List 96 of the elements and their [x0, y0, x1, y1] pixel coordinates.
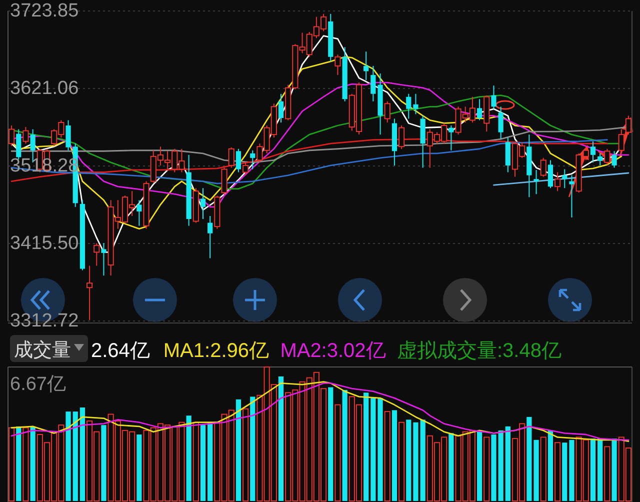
bar [208, 422, 213, 501]
candlestick [236, 148, 242, 173]
bar [548, 430, 554, 501]
candlestick [22, 126, 29, 144]
candlestick [278, 93, 284, 123]
bar [101, 425, 106, 501]
candlestick [364, 51, 369, 81]
bar [562, 442, 568, 501]
bar [534, 440, 539, 501]
candlestick [618, 128, 624, 154]
candlestick [612, 150, 617, 168]
bar [200, 425, 206, 501]
candlestick [598, 152, 603, 166]
candlestick [562, 168, 568, 189]
bar [554, 442, 561, 502]
bar [186, 416, 192, 501]
bar [334, 404, 341, 502]
candlestick [548, 160, 554, 189]
candlestick [242, 162, 249, 176]
text: 2.64亿 [91, 340, 150, 362]
bar [370, 398, 376, 501]
bar [378, 398, 383, 501]
bar [66, 412, 71, 501]
y-tick-label: 3621.06 [10, 78, 79, 100]
candlestick [590, 140, 596, 163]
bar [398, 422, 405, 502]
bar [250, 396, 256, 501]
candlestick [94, 242, 100, 266]
annotation: 6.67亿 [10, 374, 66, 395]
y-tick-label: 3312.72 [10, 310, 79, 332]
series-label: MA1:2.96亿 [163, 340, 270, 362]
text: 成交量 [14, 339, 71, 361]
bar [604, 446, 610, 502]
y-tick-label: 3723.85 [10, 0, 79, 22]
candlestick [476, 98, 482, 121]
bar [80, 408, 86, 501]
bar [384, 411, 390, 502]
bar [498, 430, 504, 501]
candlestick [250, 150, 256, 170]
candlestick [370, 65, 376, 102]
bar [72, 412, 78, 501]
candlestick [136, 200, 142, 226]
candlestick [413, 93, 418, 115]
bar [612, 438, 617, 501]
candlestick [8, 125, 15, 146]
bar [30, 426, 36, 501]
candlestick [334, 54, 341, 76]
bar [136, 434, 142, 501]
candlestick [398, 125, 405, 150]
bar [569, 440, 574, 501]
bar [505, 426, 510, 501]
bar [328, 387, 334, 501]
bar [22, 427, 29, 502]
bar [484, 436, 490, 502]
bar [491, 434, 496, 501]
text: 虚拟成交量:3.48亿 [397, 340, 562, 362]
candlestick [569, 174, 574, 218]
bar [392, 410, 398, 501]
bar [16, 426, 22, 501]
bar [342, 390, 348, 501]
bar [236, 399, 242, 501]
bar [8, 427, 15, 502]
candlestick [406, 93, 412, 120]
bar [364, 392, 369, 501]
candlestick [540, 157, 546, 178]
y-tick-label: 3415.50 [10, 233, 79, 254]
bar [476, 430, 482, 501]
candlestick [604, 148, 610, 166]
candlestick [448, 125, 454, 151]
candlestick [498, 106, 504, 140]
candlestick [505, 137, 510, 173]
bar [420, 420, 426, 501]
series-label: MA2:3.02亿 [280, 340, 386, 362]
candlestick [554, 172, 561, 192]
bar [448, 433, 454, 501]
candlestick [101, 242, 106, 276]
bar [540, 436, 546, 502]
candlestick [16, 128, 22, 160]
candlestick [625, 115, 632, 136]
candlestick [221, 167, 228, 196]
candlestick [208, 215, 213, 259]
bar [192, 422, 199, 502]
candlestick [66, 120, 71, 151]
candlestick [534, 169, 539, 195]
bar [590, 438, 596, 501]
bar [278, 376, 284, 501]
bar [242, 408, 249, 502]
candlestick [491, 85, 496, 110]
bar [526, 416, 532, 501]
bar [413, 422, 418, 501]
candlestick [200, 188, 206, 220]
candlestick [228, 146, 234, 168]
bar [598, 438, 603, 501]
bar [406, 420, 412, 501]
candlestick [86, 265, 93, 321]
candlestick [384, 100, 390, 123]
